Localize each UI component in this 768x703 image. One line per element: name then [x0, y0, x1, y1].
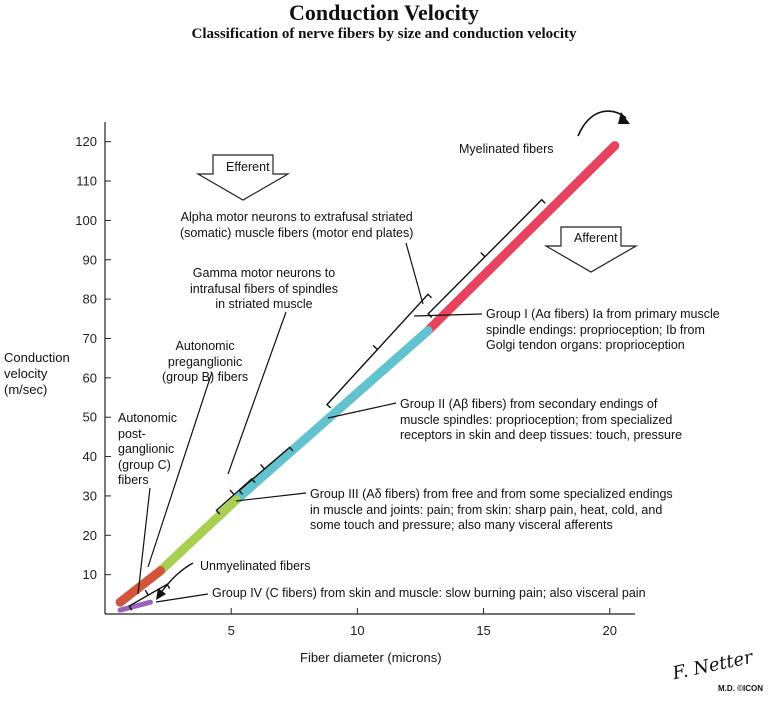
y-tick-label: 60 [83, 370, 97, 385]
series-line [423, 141, 620, 336]
curved-arrow-head-icon [618, 112, 630, 124]
bracket [427, 198, 546, 318]
efferent-label: Efferent [226, 160, 270, 174]
series-line [231, 326, 433, 505]
series-line [117, 599, 153, 613]
group3-label: Group III (Aδ fibers) from free and from… [310, 487, 673, 532]
y-tick-label: 10 [83, 567, 97, 582]
unmyelinated-pointer-icon [159, 562, 194, 595]
alpha-motor-label: Alpha motor neurons to extrafusal striat… [180, 210, 414, 240]
leader-group3 [235, 492, 307, 502]
leader-group2 [327, 402, 397, 419]
unmyelinated-label: Unmyelinated fibers [200, 559, 311, 573]
axes: 10 20 30 40 50 60 70 80 90 100 110 120 5 10 15 20 [75, 122, 635, 638]
series-lines [115, 141, 620, 613]
x-tick-label: 10 [350, 623, 364, 638]
bracket [215, 477, 256, 515]
y-tick-label: 40 [83, 449, 97, 464]
bracket [325, 293, 433, 409]
efferent-arrow-icon-shape [195, 154, 291, 201]
y-tick-label: 30 [83, 488, 97, 503]
afferent-arrow-icon [543, 226, 639, 273]
leader-group1 [413, 313, 483, 317]
signature-sub: M.D. ©ICON [718, 684, 764, 693]
y-tick-label: 110 [76, 174, 97, 189]
y-axis-label: Conduction velocity (m/sec) [4, 350, 70, 397]
chart-title: Conduction Velocity [288, 0, 480, 25]
leader-post [137, 487, 151, 595]
leader-lines [137, 242, 483, 603]
x-tick-label: 20 [603, 623, 617, 638]
group2-label: Group II (Aβ fibers) from secondary endi… [400, 397, 683, 442]
myelinated-label: Myelinated fibers [459, 142, 554, 156]
y-tick-label: 80 [83, 292, 97, 307]
chart-subtitle: Classification of nerve fibers by size a… [191, 26, 577, 42]
leader-gamma [227, 311, 287, 475]
group1-label: Group I (Aα fibers) Ia from primary musc… [486, 307, 720, 352]
autonomic-pre-label: Autonomic preganglionic (group B) fibers [162, 339, 249, 384]
autonomic-post-label: Autonomic post- ganglionic (group C) fib… [118, 411, 178, 487]
x-tick-label: 5 [228, 623, 235, 638]
y-tick-label: 120 [75, 134, 97, 149]
y-tick-label: 20 [83, 528, 97, 543]
leader-group4 [155, 593, 209, 603]
gamma-motor-label: Gamma motor neurons to intrafusal fibers… [190, 266, 338, 311]
efferent-afferent-arrows [156, 110, 639, 600]
series-line [156, 495, 241, 576]
leader-alpha [405, 242, 424, 305]
y-tick-label: 50 [83, 410, 97, 425]
series-line [115, 566, 166, 607]
y-tick-label: 100 [75, 213, 97, 228]
y-tick-label: 70 [83, 331, 97, 346]
afferent-label: Afferent [574, 231, 618, 245]
x-axis-label: Fiber diameter (microns) [300, 650, 442, 665]
group4-label: Group IV (C fibers) from skin and muscle… [212, 586, 646, 600]
x-tick-label: 15 [476, 623, 490, 638]
unmyelinated-pointer-head-icon [156, 588, 166, 600]
leader-pre [147, 371, 213, 568]
y-tick-label: 90 [83, 252, 97, 267]
